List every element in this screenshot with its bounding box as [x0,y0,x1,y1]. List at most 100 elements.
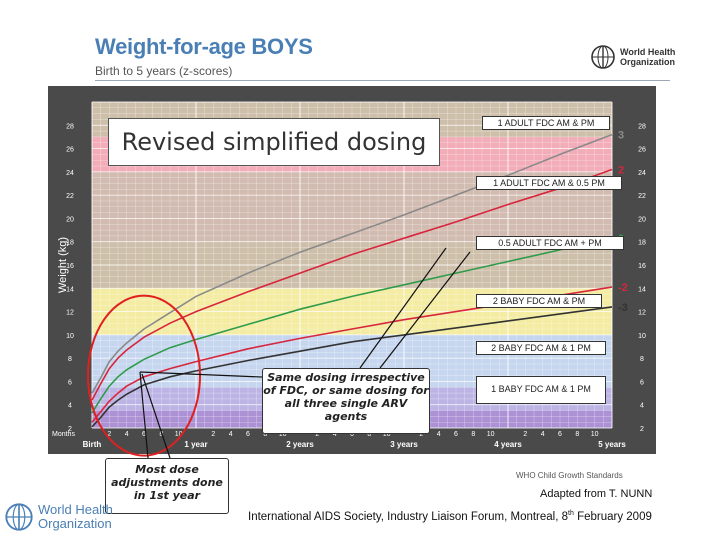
globe-icon [5,503,33,531]
y-tick-left: 10 [66,333,74,340]
x-month-tick: 4 [333,431,337,438]
who-logo-bottom: World Health Organization [4,502,113,532]
y-tick-left: 28 [66,123,74,130]
same-dosing-bubble: Same dosing irrespective of FDC, or same… [262,368,430,434]
x-year-tick: 2 years [286,440,314,449]
x-month-tick: 10 [279,431,287,438]
y-tick-left: 18 [66,240,74,247]
dose-callout-1: 1 ADULT FDC AM & PM [482,116,610,130]
x-month-tick: 6 [454,431,458,438]
adapted-note: Adapted from T. NUNN [540,488,653,500]
y-tick-right: 26 [638,147,646,154]
y-tick-left: 4 [68,403,72,410]
pointer-line [359,247,447,369]
x-month-tick: 8 [471,431,475,438]
dose-callout-3: 0.5 ADULT FDC AM + PM [476,236,624,250]
revised-dosing-box: Revised simplified dosing [108,118,440,166]
y-tick-right: 24 [638,170,646,177]
series-label-3: -2 [618,282,628,294]
pointer-line [379,251,471,369]
series-line-1 [91,168,613,401]
x-month-tick: 2 [419,431,423,438]
pointer-line [139,371,149,459]
series-label-1: 2 [618,165,624,177]
x-months-label: Months [52,431,75,438]
x-month-tick: 2 [211,431,215,438]
y-tick-right: 10 [638,333,646,340]
x-month-tick: 4 [125,431,129,438]
x-month-tick: 4 [437,431,441,438]
x-axis-label: Age (completed months and years) [274,454,430,465]
x-month-tick: 2 [315,431,319,438]
header-divider [95,80,670,81]
series-label-0: 3 [618,130,624,142]
x-year-tick: Birth [83,440,102,449]
x-month-tick: 10 [591,431,599,438]
series-line-2 [91,237,613,414]
y-tick-left: 6 [68,379,72,386]
overlay-group [87,247,471,459]
pointer-line [139,371,287,379]
y-tick-right: 8 [640,356,644,363]
y-tick-right: 14 [638,286,646,293]
y-tick-left: 20 [66,216,74,223]
x-year-tick: 3 years [390,440,418,449]
y-tick-right: 20 [638,216,646,223]
chart-title: Weight-for-age BOYS [95,34,313,59]
y-tick-left: 26 [66,147,74,154]
y-tick-right: 22 [638,193,646,200]
y-tick-right: 6 [640,379,644,386]
x-tick-group: Months 2 4 6 8 10 2 4 6 8 10 2 4 6 8 10 2 4 6 8 10 2 4 6 8 10 Birt… [52,431,626,465]
x-month-tick: 2 [523,431,527,438]
source-note: WHO Child Growth Standards [516,471,623,480]
y-tick-right: 28 [638,123,646,130]
x-month-tick: 8 [575,431,579,438]
y-tick-right: 12 [638,310,646,317]
most-dose-bubble: Most dose adjustments done in 1st year [105,458,229,514]
x-month-tick: 6 [246,431,250,438]
x-month-tick: 8 [263,431,267,438]
dose-callout-4: 2 BABY FDC AM & PM [476,294,602,308]
globe-icon [591,45,615,69]
y-tick-right: 16 [638,263,646,270]
y-axis-label: Weight (kg) [57,237,69,293]
dose-callout-2: 1 ADULT FDC AM & 0.5 PM [476,176,622,190]
y-tick-left: 16 [66,263,74,270]
x-month-tick: 10 [175,431,183,438]
y-tick-right: 2 [640,426,644,433]
x-year-tick: 4 years [494,440,522,449]
y-tick-right: 4 [640,403,644,410]
x-month-tick: 8 [367,431,371,438]
series-label-4: -3 [618,302,628,314]
org-name-bottom-line1: World Health [38,502,113,517]
x-month-tick: 6 [142,431,146,438]
x-month-tick: 2 [107,431,111,438]
dose-callout-5: 2 BABY FDC AM & 1 PM [476,341,606,355]
series-line-4 [91,306,613,428]
dose-callout-6: 1 BABY FDC AM & 1 PM [476,376,606,404]
org-name-bottom-line2: Organization [38,516,112,531]
x-month-tick: 4 [541,431,545,438]
first-year-highlight-circle [87,294,201,457]
chart-subtitle: Birth to 5 years (z-scores) [95,64,233,78]
y-tick-left: 22 [66,193,74,200]
x-month-tick: 6 [350,431,354,438]
y-tick-right: 18 [638,240,646,247]
org-name-line2: Organization [620,57,676,67]
pointer-line [141,373,171,459]
y-tick-left: 8 [68,356,72,363]
y-tick-left: 14 [66,286,74,293]
y-tick-left: 12 [66,310,74,317]
x-month-tick: 6 [558,431,562,438]
conference-footer: International AIDS Society, Industry Lia… [248,510,652,523]
x-month-tick: 8 [159,431,163,438]
x-year-tick: 1 year [184,440,207,449]
x-month-tick: 10 [487,431,495,438]
x-month-tick: 10 [383,431,391,438]
x-year-tick: 5 years [598,440,626,449]
y-tick-left: 24 [66,170,74,177]
y-tick-left: 2 [68,426,72,433]
who-logo-top: World Health Organization [590,44,675,70]
org-name-line1: World Health [620,47,676,57]
